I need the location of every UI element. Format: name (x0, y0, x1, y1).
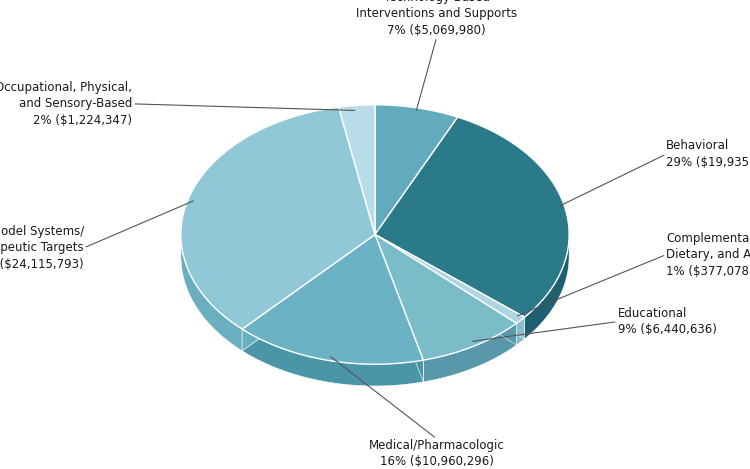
Polygon shape (423, 323, 517, 382)
Text: Occupational, Physical,
and Sensory-Based
2% ($1,224,347): Occupational, Physical, and Sensory-Base… (0, 81, 132, 127)
Polygon shape (375, 234, 517, 345)
Polygon shape (375, 234, 524, 339)
Polygon shape (242, 234, 375, 351)
Polygon shape (375, 234, 517, 345)
Polygon shape (242, 329, 423, 386)
Polygon shape (181, 107, 375, 329)
Polygon shape (375, 234, 423, 382)
Text: Behavioral
29% ($19,935,760): Behavioral 29% ($19,935,760) (666, 139, 750, 169)
Text: Model Systems/
Therapeutic Targets
35% ($24,115,793): Model Systems/ Therapeutic Targets 35% (… (0, 225, 84, 271)
Polygon shape (339, 105, 375, 234)
Polygon shape (375, 234, 524, 323)
Polygon shape (181, 236, 242, 351)
Polygon shape (375, 105, 458, 234)
Polygon shape (242, 234, 423, 364)
Text: Medical/Pharmacologic
16% ($10,960,296): Medical/Pharmacologic 16% ($10,960,296) (369, 439, 505, 469)
Polygon shape (375, 234, 524, 339)
Polygon shape (375, 234, 517, 360)
Text: Educational
9% ($6,440,636): Educational 9% ($6,440,636) (618, 307, 716, 336)
Polygon shape (375, 234, 423, 382)
Polygon shape (242, 234, 375, 351)
Polygon shape (517, 317, 524, 345)
Text: Complementary,
Dietary, and Alternative
1% ($377,078): Complementary, Dietary, and Alternative … (666, 232, 750, 278)
Text: Technology-Based
Interventions and Supports
7% ($5,069,980): Technology-Based Interventions and Suppo… (356, 0, 518, 37)
Polygon shape (524, 235, 569, 339)
Polygon shape (375, 117, 569, 317)
